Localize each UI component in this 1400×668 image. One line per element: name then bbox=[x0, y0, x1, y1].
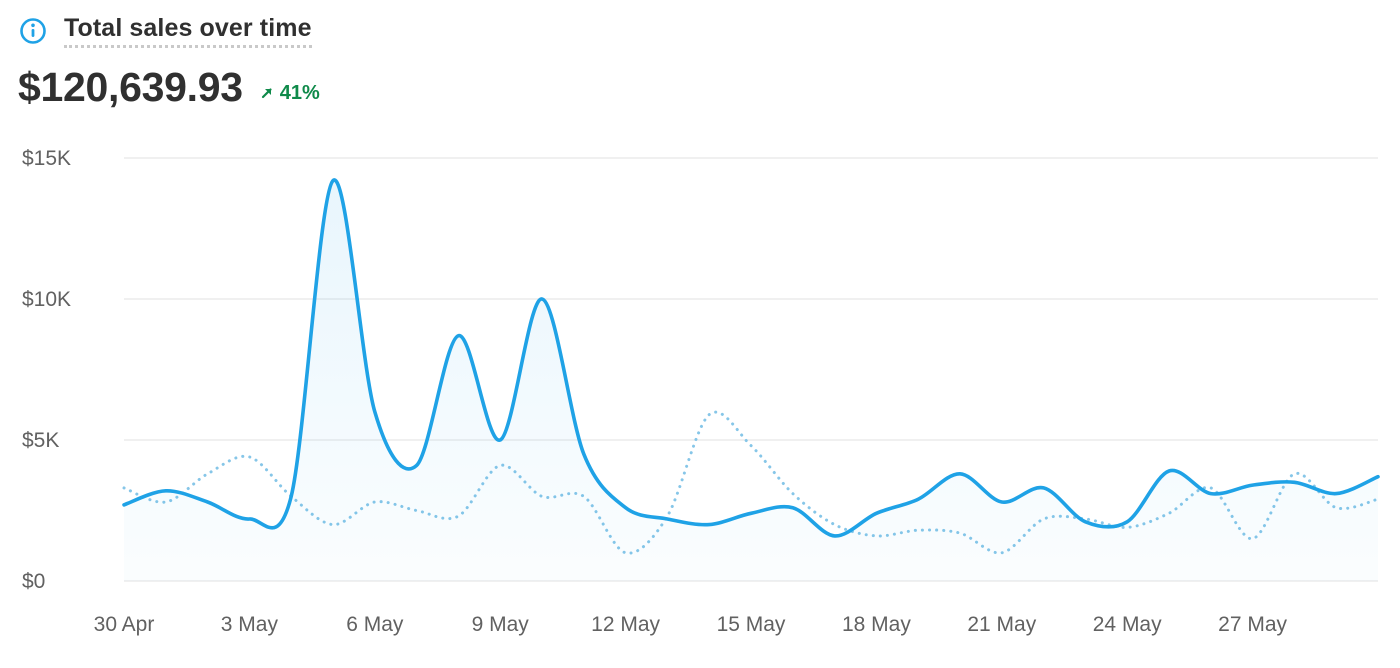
x-tick-label: 18 May bbox=[842, 613, 911, 636]
x-tick-label: 27 May bbox=[1218, 613, 1287, 636]
trend-percent: 41% bbox=[279, 81, 320, 104]
info-icon[interactable] bbox=[18, 16, 48, 46]
x-tick-label: 6 May bbox=[346, 613, 404, 636]
current-period-line[interactable] bbox=[122, 178, 1380, 538]
y-tick-label: $5K bbox=[22, 429, 59, 452]
trend-badge: 41% bbox=[259, 82, 320, 105]
x-tick-label: 12 May bbox=[591, 613, 660, 636]
total-sales-value: $120,639.93 bbox=[18, 64, 243, 110]
x-tick-label: 9 May bbox=[472, 613, 530, 636]
y-tick-label: $15K bbox=[22, 147, 71, 170]
summary: $120,639.93 41% bbox=[18, 64, 320, 111]
x-tick-label: 3 May bbox=[221, 613, 279, 636]
y-tick-label: $0 bbox=[22, 570, 45, 593]
card-header: Total sales over time bbox=[18, 14, 312, 48]
x-tick-label: 15 May bbox=[717, 613, 786, 636]
x-tick-label: 30 Apr bbox=[94, 613, 155, 636]
x-tick-label: 21 May bbox=[967, 613, 1036, 636]
series-area bbox=[124, 179, 1378, 581]
chart-title[interactable]: Total sales over time bbox=[64, 14, 312, 48]
x-tick-label: 24 May bbox=[1093, 613, 1162, 636]
arrow-up-right-icon bbox=[261, 88, 272, 99]
y-tick-label: $10K bbox=[22, 288, 71, 311]
